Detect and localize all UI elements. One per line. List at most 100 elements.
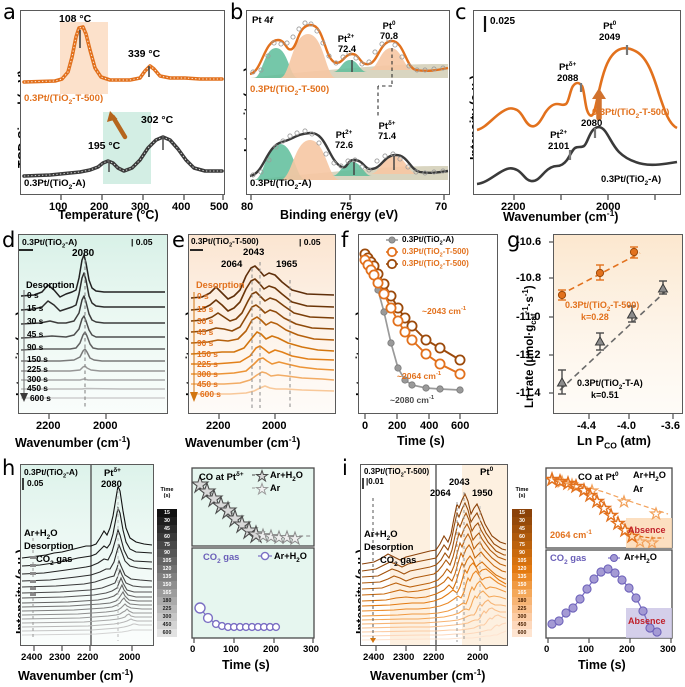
panel-g-series1-label: 0.3Pt/(TiO2-T-500) [565, 300, 640, 313]
panel-h-right-legend-1: Ar+H2O [270, 470, 303, 483]
panel-d-desorption-label: Desorption [26, 280, 75, 290]
panel-b-bot-peak2: Ptδ+ 71.4 [378, 120, 397, 142]
panel-c-bot-peak1: Pt2+ 2101 [548, 129, 570, 153]
panel-e-peak-2064: 2064 [221, 259, 243, 270]
panel-i-time-8: 135 [512, 573, 532, 581]
panel-f-xtick-3: 600 [451, 420, 470, 432]
panel-e-xtick-0: 2200 [206, 420, 231, 432]
panel-i-time-9: 150 [512, 581, 532, 589]
panel-f-xtick-2: 400 [420, 420, 439, 432]
panel-g-series1-k: k=0.28 [581, 312, 609, 322]
panel-i-time-4: 75 [512, 541, 532, 549]
panel-b-xtick-2: 70 [435, 201, 448, 213]
panel-f-xtick-0: 0 [362, 420, 369, 432]
panel-h-time-0: 15 [157, 509, 177, 517]
panel-d-time-3: 45 s [27, 329, 44, 339]
panel-h-time-2: 45 [157, 525, 177, 533]
panel-h-time-7: 120 [157, 565, 177, 573]
panel-h-right-xtick-2: 200 [263, 644, 280, 655]
panel-e-time-6: 225 s [197, 359, 218, 369]
panel-b: b Intensity (a.u.) [228, 0, 453, 222]
panel-d-time-6: 225 s [27, 364, 48, 374]
panel-g-xlabel: Ln PCO (atm) [577, 434, 651, 451]
panel-g-xtick-2: -3.6 [661, 420, 680, 432]
panel-d-peak-label: 2080 [72, 248, 95, 259]
panel-g-ytick-4: -11.4 [516, 387, 541, 399]
panel-i-co2-label: CO2 gas [380, 554, 417, 568]
panel-d-time-5: 150 s [27, 354, 48, 364]
panel-b-xlabel: Binding energy (eV) [280, 208, 399, 222]
panel-d-scalebar-label: | 0.05 [131, 237, 153, 247]
panel-b-bot-peak1: Pt2+ 72.6 [335, 129, 354, 151]
panel-f-xlabel: Time (s) [397, 434, 445, 448]
panel-i-xtick-2: 2200 [423, 652, 445, 663]
panel-h-time-header: Time (s) [160, 487, 174, 500]
panel-h-time-9: 150 [157, 581, 177, 589]
panel-b-trace-label-top: 0.3Pt/(TiO2-T-500) [250, 84, 330, 97]
panel-f-legend-2: 0.3Pt/(TiO2-T-500) [402, 259, 469, 271]
panel-e-scalebar-label: | 0.05 [299, 237, 321, 247]
panel-d-time-1: 15 s [27, 303, 44, 313]
panel-a-trace-label-top: 0.3Pt/(TiO2-T-500) [24, 93, 104, 106]
panel-i-absence-top: Absence [628, 525, 666, 535]
panel-i-peak-1950: 1950 [472, 488, 493, 498]
panel-h-time-11: 180 [157, 597, 177, 605]
panel-a-peak-339: 339 °C [128, 48, 161, 60]
panel-i-right-xtick-3: 300 [660, 644, 677, 655]
panel-i-right-band-label: 2064 cm-1 [550, 529, 592, 541]
panel-c-xtick-1: 2000 [596, 201, 621, 213]
panel-h-desorption-label: Desorption [24, 540, 74, 551]
panel-g-label: g [507, 228, 521, 252]
panel-h: h Intensity (a.u.) [0, 456, 340, 687]
panel-h-time-10: 165 [157, 589, 177, 597]
panel-i-right-xtick-1: 100 [578, 644, 595, 655]
panel-i-right-co2-label: CO2 gas [550, 552, 587, 566]
panel-h-co2-label: CO2 gas [36, 553, 73, 567]
panel-b-xtick-1: 75 [340, 201, 353, 213]
panel-d-time-7: 300 s [27, 374, 48, 384]
panel-c-scalebar-label: 0.025 [490, 16, 516, 27]
panel-c-label: c [455, 0, 467, 24]
panel-e-time-1: 15 s [197, 304, 214, 314]
panel-h-time-3: 60 [157, 533, 177, 541]
panel-i-xlabel: Wavenumber (cm-1) [370, 667, 486, 684]
panel-h-right-title: CO at Ptδ+ [199, 471, 244, 483]
panel-b-xtick-0: 80 [241, 201, 254, 213]
panel-h-time-12: 225 [157, 605, 177, 613]
panel-d-time-4: 90 s [27, 342, 44, 352]
panel-h-time-14: 450 [157, 621, 177, 629]
panel-e-time-3: 45 s [197, 327, 214, 337]
panel-c-xlabel: Wavenumber (cm-1) [503, 208, 619, 225]
panel-b-top-peak1: Pt2+ 72.4 [337, 33, 357, 55]
panel-i-desorption-label: Desorption [364, 541, 414, 552]
panel-i-time-14: 450 [512, 621, 532, 629]
panel-e-xlabel: Wavenumber (cm-1) [185, 434, 301, 451]
panel-c-top-peak1: Ptδ+ 2088 [557, 61, 579, 85]
panel-d: d Intensity (a.u.) [0, 228, 172, 456]
panel-c-trace-label-bottom: 0.3Pt/(TiO2-A) [601, 173, 662, 187]
panel-i-peak-2043: 2043 [449, 477, 470, 487]
panel-h-xtick-1: 2300 [49, 652, 71, 663]
panel-b-label: b [230, 0, 244, 24]
panel-g-ytick-3: -11.2 [516, 349, 541, 361]
panel-a-peak-302: 302 °C [141, 114, 174, 126]
panel-h-right-xtick-0: 0 [190, 644, 196, 655]
panel-i: i Intensity (a.u.) [340, 456, 685, 687]
panel-h-xtick-0: 2400 [21, 652, 43, 663]
panel-e-label: e [172, 228, 185, 252]
panel-i-sample-label: 0.3Pt/(TiO2-T-500) [364, 467, 430, 479]
panel-h-time-6: 105 [157, 557, 177, 565]
panel-e-time-0: 0 s [197, 291, 209, 301]
panel-i-right-legend-2: Ar [633, 484, 644, 494]
panel-i-time-12: 225 [512, 605, 532, 613]
panel-f-xtick-1: 200 [388, 420, 407, 432]
panel-h-peak-label: Ptδ+ 2080 [101, 467, 122, 490]
panel-i-time-13: 300 [512, 613, 532, 621]
panel-d-xtick-0: 2200 [36, 420, 61, 432]
panel-i-time-2: 45 [512, 525, 532, 533]
panel-a-xtick-0: 100 [49, 201, 68, 213]
panel-h-time-5: 90 [157, 549, 177, 557]
panel-i-time-header: Time (s) [515, 487, 529, 500]
panel-c-trace-label-top: 0.3Pt/(TiO2-T-500) [592, 106, 670, 120]
panel-b-title: Pt 4f [252, 15, 273, 26]
